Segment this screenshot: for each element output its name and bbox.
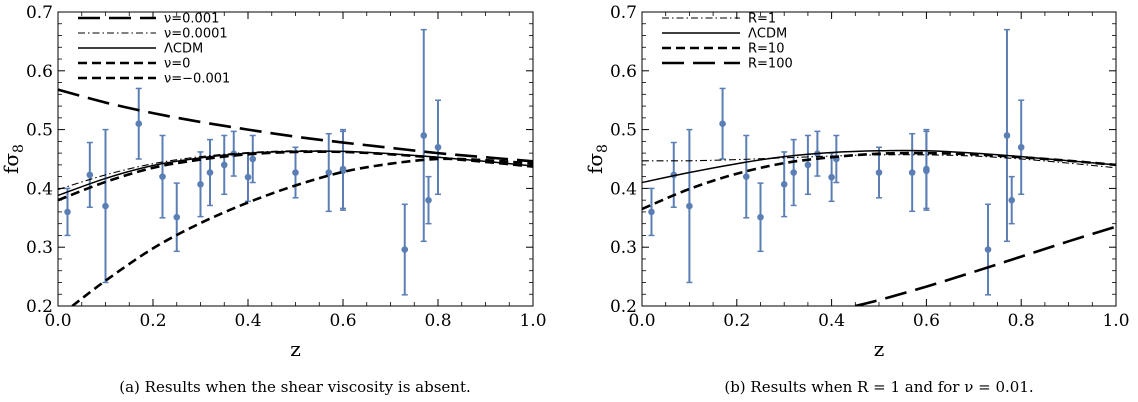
x-tick-label: 0.2 xyxy=(139,311,166,331)
observations xyxy=(648,30,1024,295)
data-point xyxy=(87,172,94,179)
data-point xyxy=(292,169,299,176)
x-tick-label: 0.6 xyxy=(329,311,356,331)
legend-label: ΛCDM xyxy=(748,27,787,42)
x-tick-label: 0.2 xyxy=(723,311,750,331)
x-tick-label: 0.6 xyxy=(913,311,940,331)
data-point xyxy=(102,203,109,210)
y-tick-label: 0.4 xyxy=(26,179,53,199)
y-tick-label: 0.2 xyxy=(26,297,53,317)
legend-label: R=10 xyxy=(748,42,784,57)
data-point xyxy=(221,162,228,169)
data-point xyxy=(173,214,180,221)
y-tick-label: 0.6 xyxy=(610,62,637,82)
x-tick-label: 0.8 xyxy=(424,311,451,331)
data-point xyxy=(686,203,693,210)
data-point xyxy=(425,197,432,204)
data-point xyxy=(828,174,835,181)
data-point xyxy=(876,169,883,176)
data-point xyxy=(207,169,214,176)
chart-panel-b: 0.0 0.2 0.4 0.6 0.8 1.00.20.30.40.50.60.7zfσ8… xyxy=(583,3,1130,396)
data-point xyxy=(719,120,726,127)
x-tick-label: 0.8 xyxy=(1008,311,1035,331)
data-point xyxy=(420,132,427,139)
legend-label: ν=0.0001 xyxy=(164,27,228,42)
data-point xyxy=(1018,144,1025,151)
data-point xyxy=(245,174,252,181)
data-point xyxy=(159,173,166,180)
figure-caption: (b) Results when R = 1 and for ν = 0.01. xyxy=(724,378,1033,396)
data-point xyxy=(909,169,916,176)
legend-label: ΛCDM xyxy=(164,42,203,57)
data-point xyxy=(197,181,204,188)
data-point xyxy=(249,156,256,163)
y-axis-label-subscript: 8 xyxy=(11,144,27,153)
data-point xyxy=(743,173,750,180)
data-point xyxy=(401,246,408,253)
data-point xyxy=(648,209,655,216)
data-point xyxy=(757,214,764,221)
legend-label: ν=0.001 xyxy=(164,12,219,27)
legend-label: R=1 xyxy=(748,12,776,27)
x-tick-label: 0.4 xyxy=(234,311,261,331)
y-tick-label: 0.3 xyxy=(26,238,53,258)
y-tick-label: 0.7 xyxy=(26,3,53,23)
data-point xyxy=(790,169,797,176)
y-tick-label: 0.5 xyxy=(610,121,637,141)
y-tick-label: 0.6 xyxy=(26,62,53,82)
data-point xyxy=(781,181,788,188)
figure-caption: (a) Results when the shear viscosity is … xyxy=(119,378,471,396)
data-point xyxy=(135,120,142,127)
y-axis-label-main: fσ xyxy=(0,153,23,174)
data-point xyxy=(64,209,71,216)
y-tick-label: 0.4 xyxy=(610,179,637,199)
chart-panel-a: 0.0 0.2 0.4 0.6 0.8 1.00.20.30.40.50.60.7zfσ8… xyxy=(0,3,547,396)
series-line-4 xyxy=(72,159,533,306)
legend-label: ν=0 xyxy=(164,57,190,72)
y-tick-label: 0.2 xyxy=(610,297,637,317)
observations xyxy=(64,30,441,295)
legend-label: ν=−0.001 xyxy=(164,72,230,87)
y-tick-label: 0.7 xyxy=(610,3,637,23)
y-tick-label: 0.3 xyxy=(610,238,637,258)
data-point xyxy=(1008,197,1015,204)
y-axis-label-main: fσ xyxy=(583,153,607,174)
y-axis-label: fσ8 xyxy=(0,144,27,174)
x-axis-label: z xyxy=(290,337,301,361)
y-axis-label-subscript: 8 xyxy=(595,144,611,153)
x-tick-label: 0.4 xyxy=(818,311,845,331)
data-point xyxy=(985,246,992,253)
data-point xyxy=(923,166,930,173)
x-axis-label: z xyxy=(874,337,885,361)
x-tick-label: 1.0 xyxy=(1102,311,1129,331)
data-point xyxy=(435,144,442,151)
y-axis-label: fσ8 xyxy=(583,144,611,174)
data-point xyxy=(805,162,812,169)
data-point xyxy=(1004,132,1011,139)
x-tick-label: 1.0 xyxy=(519,311,546,331)
legend-label: R=100 xyxy=(748,57,793,72)
y-tick-label: 0.5 xyxy=(26,121,53,141)
